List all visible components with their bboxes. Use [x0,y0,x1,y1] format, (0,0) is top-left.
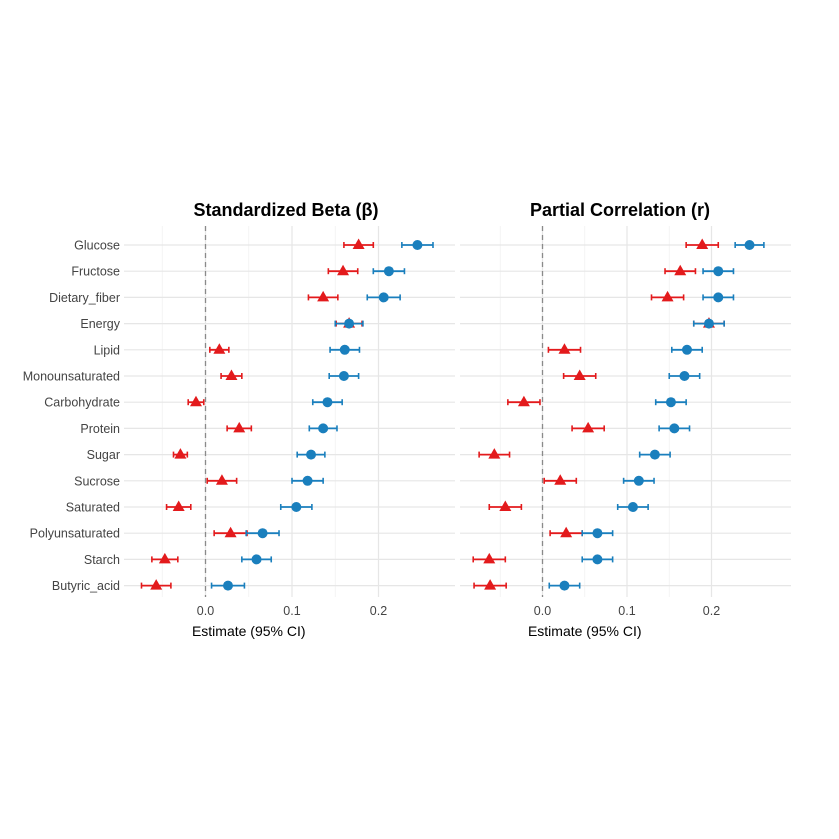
point-triangle [674,264,687,276]
point-circle [412,240,423,250]
point-triangle [317,290,330,302]
point-triangle [661,290,674,302]
point-circle [344,318,355,329]
y-tick-label: Starch [84,553,120,567]
point-circle [257,528,268,539]
point-triangle [172,500,185,511]
point-circle [291,502,302,512]
point-triangle [158,552,171,564]
point-triangle [215,474,228,485]
point-circle [713,266,724,277]
point-triangle [560,526,573,538]
point-circle [302,475,313,486]
point-triangle [554,474,567,485]
point-circle [378,292,389,303]
point-triangle [213,343,226,354]
y-tick-label: Sugar [87,448,120,462]
point-circle [383,266,394,277]
x-tick-label: 0.2 [703,604,720,618]
point-triangle [517,395,530,407]
point-circle [318,423,329,434]
point-triangle [696,238,709,249]
point-triangle [189,395,202,407]
point-circle [592,528,603,539]
point-triangle [233,421,246,433]
point-circle [251,554,262,565]
point-triangle [582,421,595,433]
y-tick-label: Carbohydrate [44,396,120,410]
point-triangle [558,343,571,354]
point-triangle [225,369,238,380]
point-triangle [484,579,497,590]
point-circle [592,554,603,565]
x-tick-label: 0.0 [534,604,551,618]
point-circle [665,397,676,408]
point-triangle [150,579,163,590]
point-circle [703,318,714,329]
point-circle [338,371,349,381]
y-tick-label: Glucose [74,239,120,253]
y-tick-label: Sucrose [74,474,120,488]
point-triangle [337,264,350,276]
panel-standardized-beta: Standardized Beta (β) Glucose Fructose Diet… [23,200,455,639]
y-tick-label: Fructose [71,265,120,279]
point-circle [649,449,660,460]
point-circle [679,371,690,381]
point-triangle [352,238,365,249]
point-triangle [488,448,501,459]
point-circle [222,580,233,591]
point-circle [339,344,350,355]
y-tick-label: Dietary_fiber [49,291,120,305]
y-tick-label: Protein [80,422,120,436]
x-tick-label: 0.1 [283,604,300,618]
point-triangle [174,448,187,459]
point-circle [627,502,638,512]
point-circle [559,580,570,591]
y-tick-label: Polyunsaturated [30,527,120,541]
point-circle [322,397,333,408]
y-tick-label: Monounsaturated [23,370,120,384]
point-circle [669,423,680,434]
point-circle [633,475,644,486]
point-triangle [499,500,512,511]
point-circle [681,344,692,355]
point-triangle [483,552,496,564]
point-circle [306,449,317,460]
y-tick-label: Energy [80,317,120,331]
chart-title: Partial Correlation (r) [530,200,710,220]
point-triangle [573,369,586,380]
y-tick-label: Lipid [94,343,120,357]
point-circle [713,292,724,303]
x-axis-title: Estimate (95% CI) [192,623,306,639]
x-tick-label: 0.0 [197,604,214,618]
point-circle [744,240,755,250]
x-axis-title: Estimate (95% CI) [528,623,642,639]
y-tick-label: Butyric_acid [52,579,120,593]
panel-partial-correlation: Partial Correlation (r) 0.0 0.1 0.2 Estimate… [460,200,791,639]
x-tick-label: 0.2 [370,604,387,618]
y-tick-label: Saturated [66,501,120,515]
x-tick-label: 0.1 [618,604,635,618]
chart-title: Standardized Beta (β) [193,200,378,220]
point-triangle [224,526,237,538]
